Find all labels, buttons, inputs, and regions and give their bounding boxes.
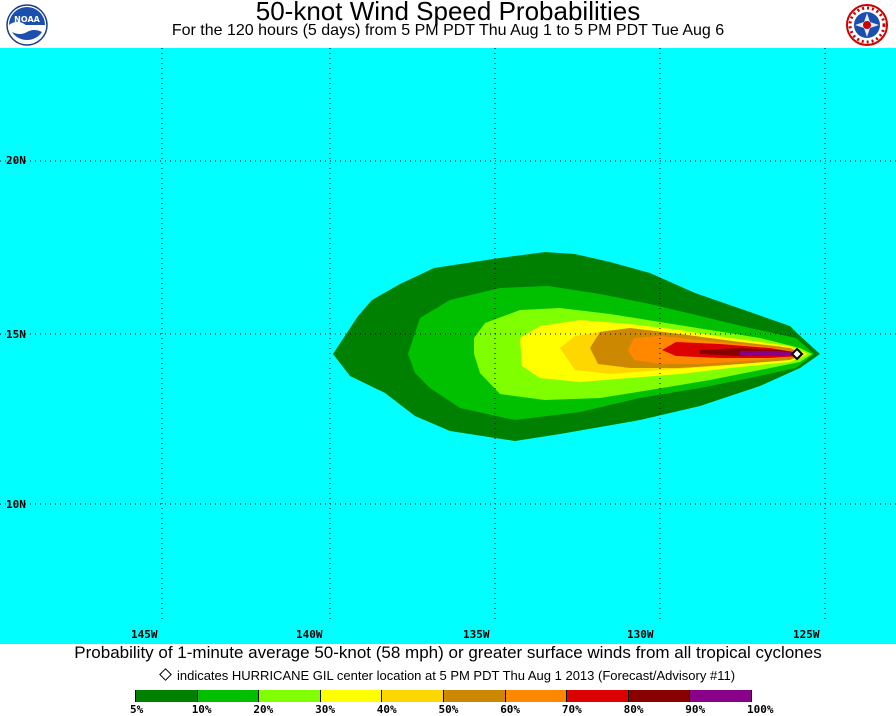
legend-swatch <box>567 690 629 702</box>
legend-swatch <box>320 690 383 702</box>
legend-swatch <box>135 690 198 702</box>
lat-label-20n: 20N <box>6 154 26 167</box>
probability-map: 20N 15N 10N 145W 140W 135W 130W 125W <box>0 48 896 644</box>
storm-center-note-text: indicates HURRICANE GIL center location … <box>176 668 736 683</box>
legend-label: 80% <box>623 703 644 716</box>
legend-label: 90% <box>685 703 706 716</box>
lat-label-15n: 15N <box>6 328 26 341</box>
legend-label: 10% <box>191 703 212 716</box>
nws-logo-icon <box>846 4 888 46</box>
legend-label: 100% <box>747 703 774 716</box>
legend-swatch <box>259 690 321 702</box>
legend-swatch <box>382 690 444 702</box>
noaa-logo-text: NOAA <box>14 15 40 24</box>
legend-label: 5% <box>130 703 144 716</box>
legend-swatch <box>690 690 752 702</box>
legend-label: 50% <box>438 703 459 716</box>
map-canvas <box>0 48 896 644</box>
page-title: 50-knot Wind Speed Probabilities <box>255 0 641 26</box>
lon-label-130w: 130W <box>627 628 654 641</box>
storm-center-marker <box>790 347 804 361</box>
lon-label-135w: 135W <box>463 628 490 641</box>
lon-label-145w: 145W <box>131 628 158 641</box>
probability-legend <box>135 690 752 702</box>
probability-contours <box>333 252 820 441</box>
legend-swatch <box>443 690 506 702</box>
lat-label-10n: 10N <box>6 498 26 511</box>
legend-label: 60% <box>500 703 521 716</box>
legend-swatch <box>197 690 260 702</box>
map-caption: Probability of 1-minute average 50-knot … <box>74 643 822 662</box>
storm-center-note: indicates HURRICANE GIL center location … <box>0 668 896 683</box>
contour-90pct <box>740 351 798 356</box>
map-gridlines <box>0 48 896 622</box>
legend-label: 70% <box>561 703 582 716</box>
legend-swatch <box>628 690 691 702</box>
diamond-icon <box>159 668 172 681</box>
noaa-logo-icon: NOAA <box>6 4 48 46</box>
legend-label: 30% <box>315 703 335 716</box>
page-subtitle: For the 120 hours (5 days) from 5 PM PDT… <box>171 22 725 39</box>
lon-label-140w: 140W <box>296 628 323 641</box>
legend-label: 40% <box>376 703 397 716</box>
lon-label-125w: 125W <box>793 628 820 641</box>
legend-swatch <box>505 690 568 702</box>
legend-label: 20% <box>253 703 274 716</box>
